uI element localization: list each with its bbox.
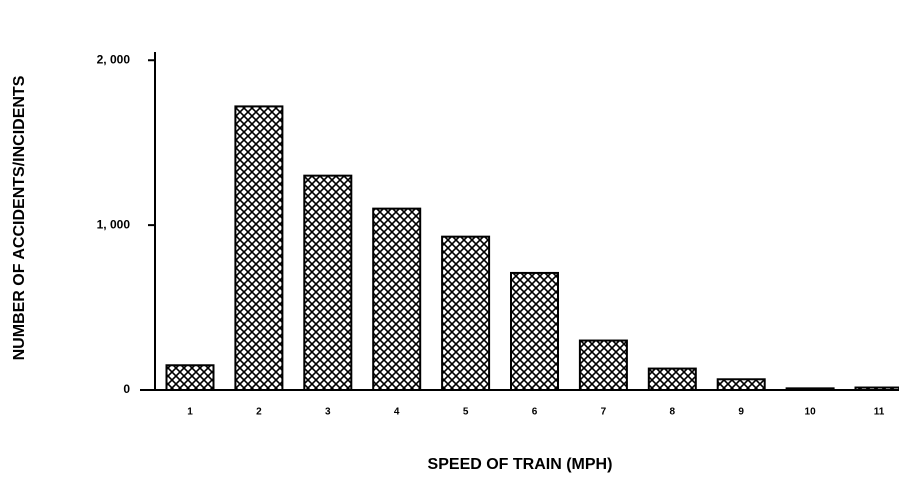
bar — [234, 105, 284, 391]
y-tick-label: 0 — [123, 382, 130, 396]
bar — [854, 386, 899, 391]
y-tick-label: 1, 000 — [97, 217, 131, 231]
bar — [303, 174, 353, 391]
bar — [441, 235, 491, 391]
bar — [785, 387, 835, 392]
y-axis-title: NUMBER OF ACCIDENTS/INCIDENTS — [11, 75, 28, 360]
x-tick-label: 3 — [325, 407, 331, 418]
bar — [165, 364, 215, 391]
x-tick-label: 2 — [256, 407, 262, 418]
x-axis-title: SPEED OF TRAIN (MPH) — [428, 456, 613, 473]
bar — [510, 271, 559, 391]
x-tick-label: 11 — [874, 407, 885, 418]
x-tick-label: 5 — [463, 407, 469, 418]
bar — [647, 367, 697, 392]
bar — [578, 339, 628, 392]
x-tick-label: 4 — [394, 407, 400, 418]
x-tick-label: 6 — [532, 407, 538, 418]
bar — [372, 207, 422, 391]
x-tick-label: 9 — [738, 407, 744, 418]
y-tick-label: 2, 000 — [97, 52, 131, 66]
x-tick-label: 8 — [670, 407, 676, 418]
x-tick-label: 1 — [187, 407, 193, 418]
x-tick-label: 10 — [805, 407, 817, 418]
x-tick-label: 7 — [601, 407, 607, 418]
bar — [716, 378, 766, 392]
